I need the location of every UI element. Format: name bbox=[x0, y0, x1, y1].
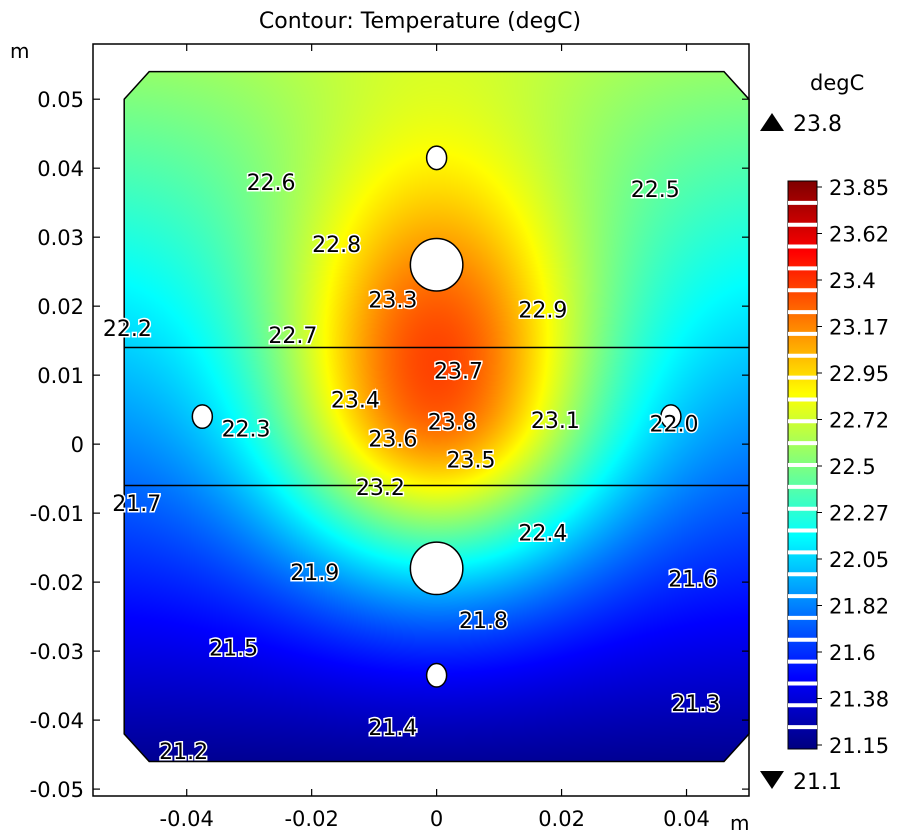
contour-label: 22.7 bbox=[268, 324, 317, 349]
axes: Contour: Temperature (degC) m m -0.04 -0.… bbox=[10, 9, 749, 835]
y-tick-label: 0.03 bbox=[37, 226, 84, 250]
contour-label: 22.0 bbox=[650, 412, 699, 437]
contour-label: 22.3 bbox=[222, 417, 271, 442]
hole bbox=[660, 404, 682, 430]
contour-labels: 22.6 22.5 22.8 23.3 22.9 22.2 22.7 23.7 23.4 22.3… bbox=[101, 169, 722, 766]
contour-label: 22.9 bbox=[518, 299, 567, 324]
y-tick-label: -0.05 bbox=[30, 778, 84, 802]
y-tick-label: 0.01 bbox=[37, 364, 84, 388]
holes bbox=[191, 145, 682, 688]
y-tick-label: 0.04 bbox=[37, 157, 84, 181]
colorbar-tick-label: 22.72 bbox=[829, 409, 889, 433]
colorbar-tick-label: 23.85 bbox=[829, 176, 889, 200]
contour-label: 23.2 bbox=[356, 476, 405, 501]
contour-label: 23.5 bbox=[446, 448, 495, 473]
colorbar-tick-label: 22.95 bbox=[829, 362, 889, 386]
domain-boundary bbox=[123, 70, 750, 763]
hole bbox=[191, 404, 214, 430]
hole bbox=[409, 541, 464, 596]
layer-boundaries bbox=[124, 346, 749, 487]
colorbar-tick-label: 21.6 bbox=[829, 641, 876, 665]
y-tick-label: -0.04 bbox=[30, 709, 84, 733]
contour-label: 21.6 bbox=[668, 568, 717, 593]
colorbar-ticks: 23.85 23.62 23.4 23.17 22.95 22.72 22.5 22.27 22… bbox=[817, 176, 889, 758]
contour-label: 23.8 bbox=[428, 410, 477, 435]
colorbar-tick-label: 23.17 bbox=[829, 316, 889, 340]
contour-label: 23.6 bbox=[368, 428, 417, 453]
colorbar-unit: degC bbox=[810, 71, 864, 95]
y-tick-label: -0.02 bbox=[30, 571, 84, 595]
colorbar-max-label: 23.8 bbox=[793, 112, 842, 137]
contour-label: 21.8 bbox=[459, 609, 508, 634]
x-tick-label: 0.04 bbox=[663, 807, 710, 831]
x-unit-label: m bbox=[730, 811, 749, 835]
y-tick-label: 0.05 bbox=[37, 88, 84, 112]
hole bbox=[409, 237, 464, 292]
y-axis-ticks: -0.05 -0.04 -0.03 -0.02 -0.01 0 0.01 0.02 0.03 0.… bbox=[30, 88, 749, 802]
y-tick-label: -0.01 bbox=[30, 502, 84, 526]
contour-label: 22.8 bbox=[312, 233, 361, 258]
contour-label: 22.6 bbox=[247, 171, 296, 196]
temperature-field bbox=[124, 71, 749, 762]
temperature-field-raster bbox=[124, 71, 749, 762]
contour-label: 21.5 bbox=[209, 637, 258, 662]
colorbar-tick-label: 22.27 bbox=[829, 502, 889, 526]
x-axis-ticks: -0.04 -0.02 0 0.02 0.04 bbox=[160, 44, 710, 831]
colorbar-tick-label: 23.62 bbox=[829, 223, 889, 247]
x-tick-label: -0.04 bbox=[160, 807, 214, 831]
hole bbox=[425, 662, 448, 688]
x-tick-label: -0.02 bbox=[284, 807, 338, 831]
colorbar-tick-label: 22.5 bbox=[829, 455, 876, 479]
colorbar-tick-label: 21.82 bbox=[829, 595, 889, 619]
colorbar-tick-label: 21.15 bbox=[829, 734, 889, 758]
contour-label: 21.9 bbox=[290, 561, 339, 586]
contour-label: 23.4 bbox=[331, 388, 380, 413]
contour-label: 21.4 bbox=[368, 716, 417, 741]
colorbar-tick-label: 23.4 bbox=[829, 269, 876, 293]
contour-label: 21.7 bbox=[112, 492, 161, 517]
colorbar-tick-label: 22.05 bbox=[829, 548, 889, 572]
hole bbox=[425, 145, 448, 171]
contour-label: 22.2 bbox=[103, 317, 152, 342]
contour-label: 23.7 bbox=[434, 359, 483, 384]
plot-area: 22.6 22.5 22.8 23.3 22.9 22.2 22.7 23.7 23.4 22.3… bbox=[92, 43, 750, 797]
contour-label: 22.4 bbox=[518, 521, 567, 546]
x-tick-label: 0 bbox=[430, 807, 443, 831]
contour-label: 23.3 bbox=[368, 288, 417, 313]
contour-label: 23.1 bbox=[531, 409, 580, 434]
y-unit-label: m bbox=[10, 39, 29, 63]
colorbar-tick-label: 21.38 bbox=[829, 688, 889, 712]
contour-label: 21.2 bbox=[159, 740, 208, 765]
y-tick-label: -0.03 bbox=[30, 640, 84, 664]
colorbar-min-label: 21.1 bbox=[793, 770, 842, 795]
y-tick-label: 0 bbox=[71, 433, 84, 457]
contour-label: 21.3 bbox=[671, 692, 720, 717]
y-tick-label: 0.02 bbox=[37, 295, 84, 319]
colorbar: degC 23.8 23.8523.6223.423.1722.9522.722… bbox=[760, 71, 889, 795]
colorbar-bands bbox=[788, 200, 817, 730]
x-tick-label: 0.02 bbox=[538, 807, 585, 831]
chart-title: Contour: Temperature (degC) bbox=[259, 9, 581, 34]
min-triangle-icon bbox=[760, 771, 784, 789]
contour-label: 22.5 bbox=[631, 178, 680, 203]
max-triangle-icon bbox=[760, 113, 784, 131]
